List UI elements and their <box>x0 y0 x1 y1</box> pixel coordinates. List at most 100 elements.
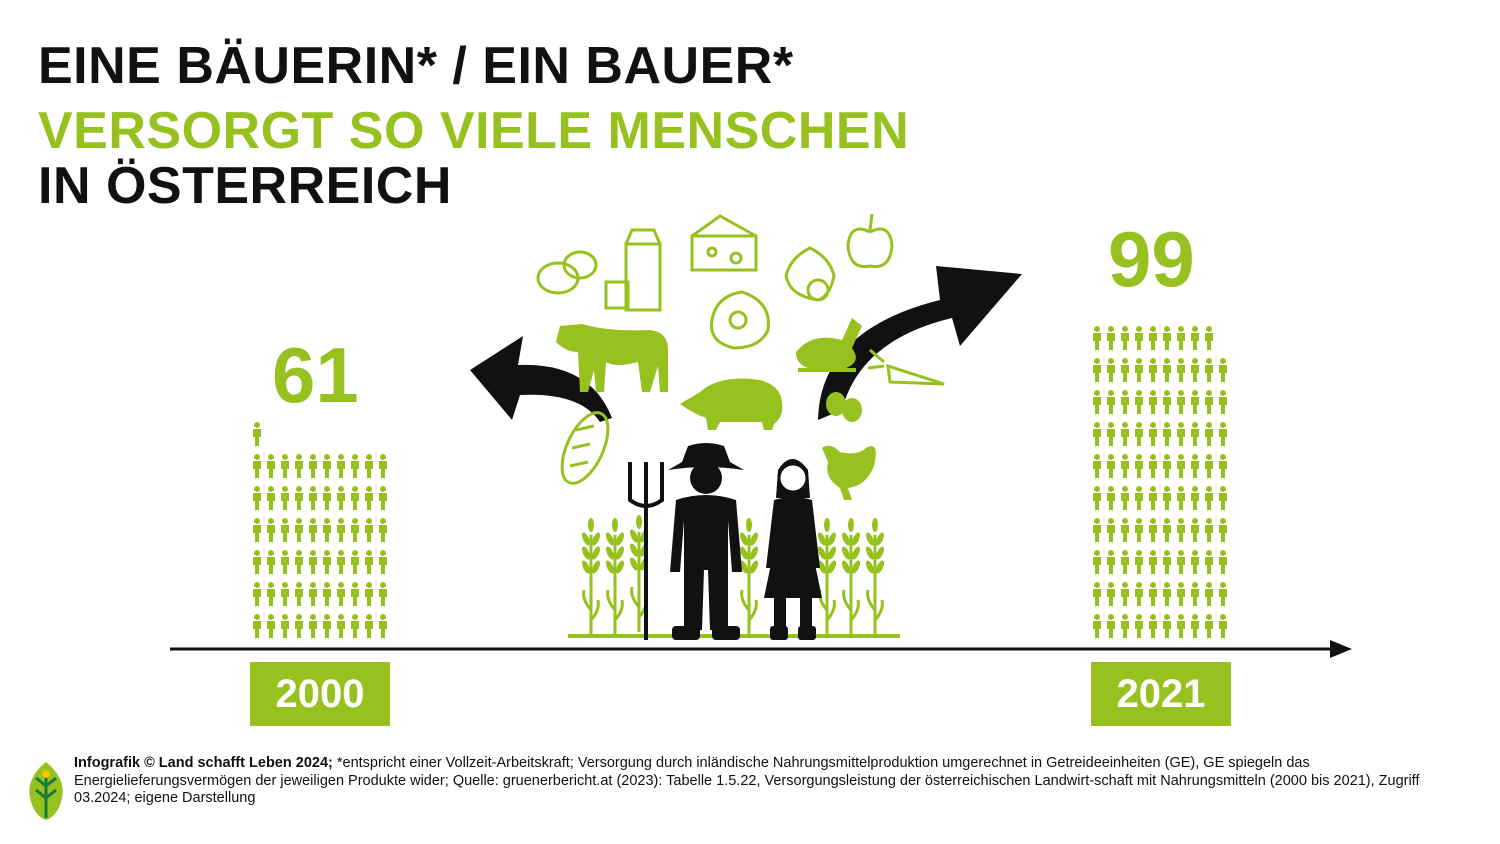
person-icon <box>351 614 359 638</box>
person-icon <box>1163 614 1171 638</box>
person-icon <box>295 582 303 606</box>
meat-icon <box>709 290 770 350</box>
person-icon <box>1149 518 1157 542</box>
person-icon <box>365 518 373 542</box>
logo-leaf-icon <box>29 762 63 820</box>
person-icon <box>351 550 359 574</box>
person-icon <box>1163 454 1171 478</box>
milk-icon <box>604 228 662 312</box>
person-icon <box>281 454 289 478</box>
person-icon <box>1219 390 1227 414</box>
person-icon <box>1177 518 1185 542</box>
person-icon <box>267 454 275 478</box>
person-icon <box>1107 518 1115 542</box>
person-icon <box>1191 486 1199 510</box>
person-icon <box>1163 486 1171 510</box>
person-icon <box>351 454 359 478</box>
person-icon <box>1191 390 1199 414</box>
person-icon <box>295 614 303 638</box>
person-icon <box>323 518 331 542</box>
person-icon <box>1191 614 1199 638</box>
person-icon <box>1205 390 1213 414</box>
year-label-2021: 2021 <box>1091 662 1231 726</box>
footer-note: Infografik © Land schafft Leben 2024; *e… <box>74 755 1474 808</box>
person-icon <box>281 518 289 542</box>
person-icon <box>337 614 345 638</box>
person-icon <box>1107 582 1115 606</box>
person-icon <box>1205 454 1213 478</box>
person-icon <box>253 550 261 574</box>
person-icon <box>309 550 317 574</box>
person-icon <box>337 454 345 478</box>
person-icon <box>1093 582 1101 606</box>
person-icon <box>1149 422 1157 446</box>
person-icon <box>253 454 261 478</box>
person-icon <box>1149 454 1157 478</box>
person-icon <box>1149 550 1157 574</box>
person-icon <box>253 422 261 446</box>
people-count-2021: 99 <box>1108 215 1195 303</box>
person-icon <box>337 550 345 574</box>
person-icon <box>1093 454 1101 478</box>
person-icon <box>1149 326 1157 350</box>
person-icon <box>267 518 275 542</box>
person-icon <box>295 518 303 542</box>
person-icon <box>1219 454 1227 478</box>
person-icon <box>1177 422 1185 446</box>
bread-icon <box>560 411 610 485</box>
person-icon <box>1219 582 1227 606</box>
person-icon <box>1163 358 1171 382</box>
person-icon <box>1093 518 1101 542</box>
person-icon <box>1121 550 1129 574</box>
person-icon <box>253 582 261 606</box>
person-icon <box>365 486 373 510</box>
footer-text: *entspricht einer Vollzeit-Arbeitskraft;… <box>74 755 1420 806</box>
apple-icon <box>846 213 894 269</box>
people-grid-2021 <box>1093 326 1227 638</box>
person-icon <box>1219 518 1227 542</box>
potato-icon <box>536 250 598 295</box>
person-icon <box>1107 486 1115 510</box>
person-icon <box>253 518 261 542</box>
person-icon <box>1205 614 1213 638</box>
person-icon <box>295 550 303 574</box>
onion-icon <box>784 246 836 302</box>
people-count-2000: 61 <box>272 331 359 419</box>
person-icon <box>1135 486 1143 510</box>
person-icon <box>309 454 317 478</box>
person-icon <box>1135 454 1143 478</box>
arrow-icon <box>818 266 1022 420</box>
person-icon <box>379 550 387 574</box>
person-icon <box>379 454 387 478</box>
person-icon <box>1107 614 1115 638</box>
person-icon <box>309 614 317 638</box>
person-icon <box>1163 518 1171 542</box>
person-icon <box>365 454 373 478</box>
person-icon <box>1093 486 1101 510</box>
person-icon <box>1191 582 1199 606</box>
person-icon <box>309 518 317 542</box>
pig-icon <box>680 378 783 430</box>
person-icon <box>1093 358 1101 382</box>
person-icon <box>1191 550 1199 574</box>
person-icon <box>1135 550 1143 574</box>
person-icon <box>1135 582 1143 606</box>
person-icon <box>1177 358 1185 382</box>
person-icon <box>1121 518 1129 542</box>
person-icon <box>351 582 359 606</box>
person-icon <box>323 550 331 574</box>
person-icon <box>1177 550 1185 574</box>
person-icon <box>309 582 317 606</box>
person-icon <box>267 614 275 638</box>
year-label-2000: 2000 <box>250 662 390 726</box>
person-icon <box>309 486 317 510</box>
person-icon <box>337 518 345 542</box>
person-icon <box>1107 550 1115 574</box>
timeline-arrow <box>170 640 1352 658</box>
person-icon <box>323 486 331 510</box>
person-icon <box>1177 454 1185 478</box>
roast-chicken-icon <box>796 318 862 372</box>
chicken-icon <box>822 445 876 500</box>
person-icon <box>1205 422 1213 446</box>
